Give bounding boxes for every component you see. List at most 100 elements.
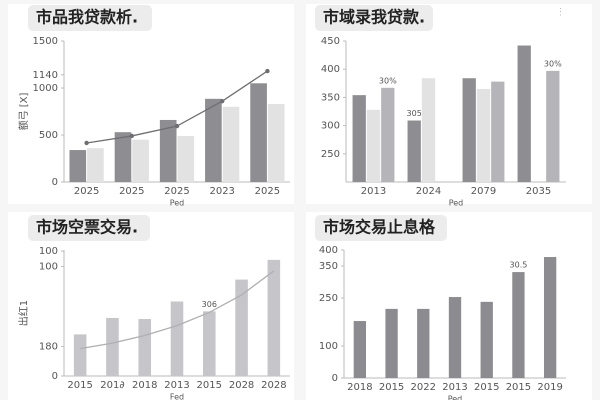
- bar: [546, 70, 560, 182]
- x-tick-label: 2035: [526, 186, 551, 197]
- bar: [381, 87, 395, 182]
- y-tick-label: 100: [319, 341, 338, 352]
- y-tick-label: 400: [319, 245, 338, 256]
- bar: [205, 98, 222, 182]
- x-tick-label: 2013: [361, 186, 386, 197]
- y-tick-label: 1500: [33, 36, 58, 47]
- y-tick-label: 400: [321, 64, 340, 75]
- bar: [87, 148, 104, 182]
- y-tick-label: 250: [321, 149, 340, 160]
- bar: [114, 132, 132, 182]
- chart-title: 市场空票交易.: [36, 218, 138, 237]
- x-tick-label: 2018: [132, 380, 157, 391]
- y-tick-label: 1140: [33, 70, 58, 81]
- bar: [203, 311, 216, 376]
- bar: [353, 321, 367, 378]
- y-axis-title: 额弓 [X]: [17, 92, 30, 130]
- bar: [170, 301, 184, 376]
- bar: [132, 139, 149, 182]
- x-tick-label: 2015: [506, 382, 531, 393]
- x-tick-label: 2025: [255, 186, 280, 197]
- y-tick-label: 500: [39, 130, 58, 141]
- bar: [421, 78, 436, 182]
- bar: [73, 334, 87, 376]
- bar: [352, 95, 366, 182]
- data-label: 30%: [544, 59, 562, 68]
- data-label: 306: [202, 300, 217, 309]
- x-tick-label: 2022: [411, 382, 436, 393]
- y-tick-label: 450: [321, 36, 340, 47]
- line: [86, 70, 268, 144]
- bar: [177, 135, 195, 182]
- x-tick-label: 2019: [537, 382, 562, 393]
- chart-title: 市域录我贷款.: [323, 8, 425, 27]
- bar: [106, 317, 119, 376]
- x-tick-label: 2023: [209, 186, 234, 197]
- bar: [138, 319, 151, 376]
- y-tick-label: 0: [332, 373, 338, 384]
- menu-icon[interactable]: ⋮: [556, 8, 565, 18]
- y-axis-title: 出红1: [17, 300, 30, 326]
- bar: [543, 257, 557, 378]
- bar: [407, 120, 421, 182]
- bar: [366, 109, 381, 182]
- x-tick-label: 2028: [229, 380, 254, 391]
- data-label: 30.5: [510, 261, 528, 270]
- title-box: [315, 215, 447, 241]
- bar: [235, 279, 248, 376]
- chart-title: 市场交易止息格: [323, 218, 436, 237]
- bar: [267, 259, 281, 376]
- x-tick-label: 2018: [347, 382, 372, 393]
- x-tick-label: 2015: [474, 382, 499, 393]
- bar: [267, 103, 285, 182]
- title-box: [28, 5, 152, 31]
- data-label: 30%: [379, 76, 397, 85]
- x-tick-label: 2025: [74, 186, 99, 197]
- x-tick-label: 201∂: [100, 380, 124, 391]
- bar: [491, 81, 505, 182]
- y-tick-label: 0: [52, 371, 58, 382]
- x-axis-title: Ped: [448, 395, 463, 400]
- y-tick-label: 350: [321, 92, 340, 103]
- x-tick-label: 2015: [197, 380, 222, 391]
- x-tick-label: 2015: [379, 382, 404, 393]
- y-tick-label: 100: [39, 261, 58, 272]
- x-tick-label: 2079: [471, 186, 496, 197]
- x-tick-label: 2013: [442, 382, 467, 393]
- bar: [480, 301, 493, 378]
- bar: [385, 308, 398, 378]
- x-tick-label: 2025: [119, 186, 144, 197]
- x-tick-label: 2015: [67, 380, 92, 391]
- y-tick-label: 0: [52, 177, 58, 188]
- x-axis-title: Ped: [449, 199, 464, 208]
- bar: [448, 297, 462, 378]
- bar: [222, 106, 240, 182]
- y-tick-label: 300: [321, 121, 340, 132]
- title-box: [315, 5, 433, 31]
- y-tick-label: 250: [319, 293, 338, 304]
- y-tick-label: 180: [39, 341, 58, 352]
- panel: [8, 4, 294, 204]
- data-label: 305: [407, 109, 422, 118]
- bar: [512, 272, 525, 378]
- y-tick-label: 350: [319, 261, 338, 272]
- line: [80, 270, 275, 350]
- bar: [417, 308, 430, 378]
- bar: [250, 83, 267, 182]
- title-box: [28, 215, 150, 241]
- x-tick-label: 2028: [261, 380, 286, 391]
- bar: [69, 150, 87, 182]
- x-tick-label: 2013: [164, 380, 189, 391]
- y-tick-label: 1000: [33, 83, 58, 94]
- bar: [476, 88, 491, 182]
- chart-title: 市品我贷款析.: [36, 8, 138, 27]
- x-axis-title: Ped: [170, 199, 185, 208]
- y-tick-label: 100: [39, 246, 58, 257]
- x-axis-title: Fed: [170, 393, 184, 400]
- bar: [462, 78, 476, 182]
- x-tick-label: 2024: [416, 186, 441, 197]
- bar: [517, 45, 531, 183]
- bar: [159, 119, 177, 182]
- x-tick-label: 2025: [164, 186, 189, 197]
